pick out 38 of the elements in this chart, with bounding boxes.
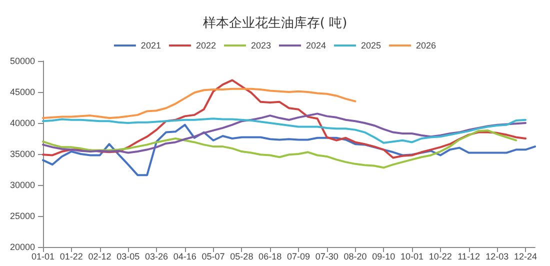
x-tick-label: 02-12 xyxy=(88,252,112,262)
x-tick-label: 07-09 xyxy=(286,252,310,262)
x-tick-label: 01-22 xyxy=(60,252,83,262)
x-tick-label: 05-28 xyxy=(230,252,254,262)
line-series xyxy=(42,112,527,154)
legend-label: 2023 xyxy=(250,40,272,50)
line-series xyxy=(42,118,527,144)
x-tick-label: 03-05 xyxy=(116,252,140,262)
legend-label: 2021 xyxy=(140,40,161,50)
x-tick-label: 10-01 xyxy=(400,252,424,262)
x-tick-label: 12-03 xyxy=(486,252,509,262)
legend-label: 2026 xyxy=(416,40,436,50)
x-tick-label: 03-26 xyxy=(145,252,168,262)
legend-label: 2022 xyxy=(196,40,216,50)
y-tick-label: 45000 xyxy=(10,87,35,97)
x-tick-label: 08-20 xyxy=(344,252,367,262)
y-tick-label: 20000 xyxy=(10,242,35,252)
line-series xyxy=(42,79,527,159)
line-series xyxy=(42,129,518,169)
y-tick-label: 25000 xyxy=(10,211,35,221)
legend-label: 2024 xyxy=(306,40,326,50)
line-series xyxy=(42,88,356,120)
x-tick-label: 09-10 xyxy=(372,252,396,262)
line-series xyxy=(42,124,536,176)
y-tick-label: 35000 xyxy=(10,149,35,159)
chart-title: 样本企业花生油库存( 吨) xyxy=(202,16,348,31)
x-tick-label: 01-01 xyxy=(31,252,55,262)
x-tick-label: 05-07 xyxy=(202,252,225,262)
legend-label: 2025 xyxy=(361,40,382,50)
y-tick-label: 40000 xyxy=(10,118,35,128)
y-tick-label: 30000 xyxy=(10,180,35,190)
x-tick-label: 06-18 xyxy=(258,252,282,262)
x-tick-label: 10-22 xyxy=(428,252,452,262)
x-tick-label: 04-16 xyxy=(173,252,196,262)
x-tick-label: 12-24 xyxy=(514,252,538,262)
y-tick-label: 50000 xyxy=(10,56,35,66)
x-tick-label: 11-12 xyxy=(458,252,480,262)
x-tick-label: 07-30 xyxy=(315,252,338,262)
